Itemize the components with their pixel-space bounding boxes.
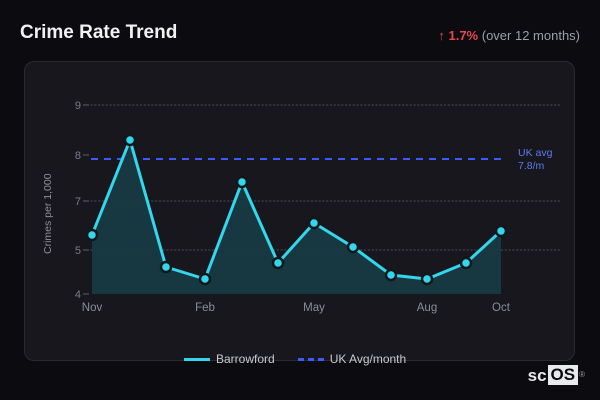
- svg-text:Feb: Feb: [195, 302, 215, 314]
- svg-text:8: 8: [75, 150, 81, 162]
- svg-text:Aug: Aug: [417, 302, 437, 314]
- svg-text:May: May: [303, 302, 325, 314]
- svg-text:7: 7: [75, 196, 81, 208]
- svg-text:4: 4: [75, 289, 81, 301]
- svg-text:9: 9: [75, 100, 81, 112]
- svg-text:Oct: Oct: [492, 302, 511, 314]
- svg-text:5: 5: [75, 245, 81, 257]
- svg-text:Nov: Nov: [82, 302, 103, 314]
